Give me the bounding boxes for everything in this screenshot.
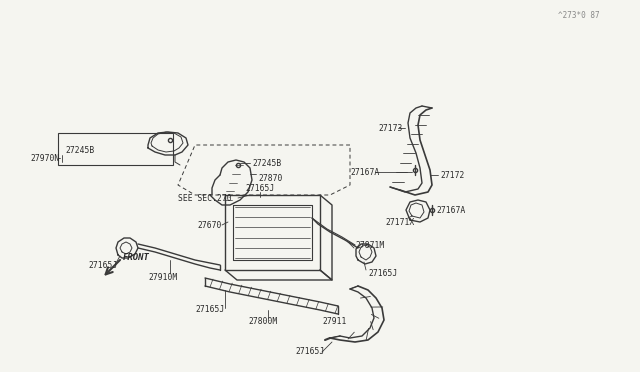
Text: 27871M: 27871M	[355, 241, 384, 250]
Text: 27165J: 27165J	[88, 262, 117, 270]
Text: ^273*0 87: ^273*0 87	[558, 10, 600, 19]
Text: 27165J: 27165J	[368, 269, 397, 279]
Text: 27245B: 27245B	[252, 158, 281, 167]
Text: FRONT: FRONT	[123, 253, 150, 263]
Text: 27970N: 27970N	[30, 154, 60, 163]
Text: 27165J: 27165J	[195, 305, 224, 314]
Text: 27165J: 27165J	[245, 183, 275, 192]
Text: 27171X: 27171X	[385, 218, 414, 227]
Text: 27910M: 27910M	[148, 273, 177, 282]
Text: 27911: 27911	[322, 317, 346, 327]
Text: 27670: 27670	[197, 221, 221, 230]
Text: 27172: 27172	[440, 170, 465, 180]
Text: 27165J: 27165J	[295, 347, 324, 356]
Text: 27173: 27173	[378, 124, 403, 132]
Text: 27245B: 27245B	[65, 145, 94, 154]
Text: SEE SEC.270: SEE SEC.270	[178, 193, 232, 202]
Text: 27800M: 27800M	[248, 317, 277, 327]
Text: 27870: 27870	[258, 173, 282, 183]
Text: 27167A: 27167A	[436, 205, 465, 215]
Text: 27167A: 27167A	[350, 167, 380, 176]
